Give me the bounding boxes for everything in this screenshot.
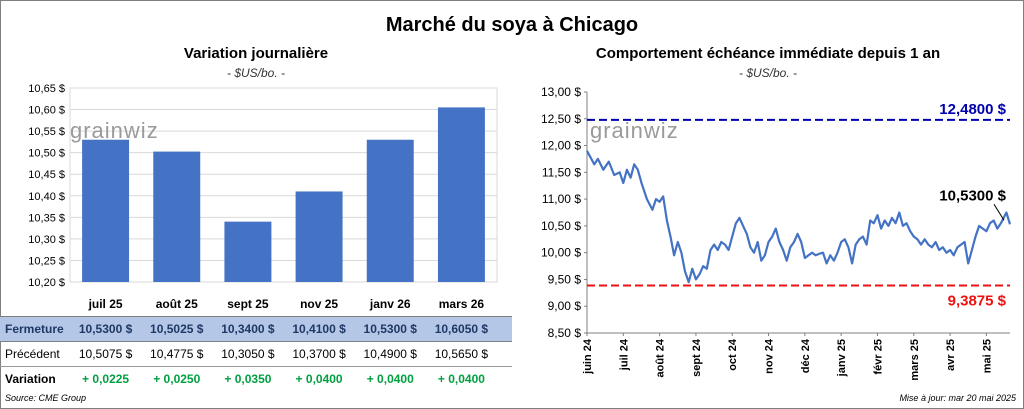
y-tick-label: 10,30 $ [28, 234, 65, 246]
line-chart: 8,50 $ 9,00 $ 9,50 $ 10,00 $ 10,50 $ 11,00 $ 1… [541, 85, 1012, 380]
low-value-label: 9,3875 $ [948, 292, 1007, 309]
table-row-precedent: Précédent 10,5075 $ 10,4775 $ 10,3050 $ 10,… [0, 342, 512, 367]
table-cell-fermeture: 10,6050 $ [434, 322, 489, 336]
y-tick-label: 10,20 $ [28, 277, 65, 289]
y-tick-label: 12,00 $ [541, 139, 581, 153]
x-tick-label: juil 25 [88, 297, 123, 311]
x-tick-label: juin 24 [582, 338, 594, 375]
y-tick-label: 12,50 $ [541, 112, 581, 126]
table-cell-precedent: 10,4900 $ [363, 347, 417, 361]
table-cell-fermeture: 10,5025 $ [150, 322, 204, 336]
x-tick-label: août 24 [655, 338, 667, 377]
x-tick-label: juil 24 [618, 338, 630, 371]
y-tick-label: 13,00 $ [541, 85, 581, 99]
y-tick-label: 10,40 $ [28, 191, 65, 203]
row-label-variation: Variation [5, 372, 56, 386]
x-tick-label: août 25 [156, 297, 198, 311]
table-cell-variation: + 0,0400 [295, 372, 343, 386]
last-value-leader [993, 204, 1005, 221]
y-tick-label: 10,45 $ [28, 169, 65, 181]
y-tick-label: 9,50 $ [548, 272, 582, 286]
table-cell-precedent: 10,5650 $ [434, 347, 489, 361]
y-tick-label: 9,00 $ [548, 299, 582, 313]
table-cell-fermeture: 10,5300 $ [363, 322, 417, 336]
table-cell-fermeture: 10,5300 $ [78, 322, 133, 336]
table-cell-precedent: 10,5075 $ [78, 347, 133, 361]
right-chart-unit: - $US/bo. - [738, 66, 798, 80]
x-tick-label: sept 24 [691, 338, 703, 377]
x-tick-label: janv 25 [836, 339, 848, 377]
watermark-logo-right: grainwiz [590, 118, 679, 143]
x-tick-label: janv 26 [369, 297, 411, 311]
page-title: Marché du soya à Chicago [385, 14, 639, 36]
row-label-precedent: Précédent [5, 347, 60, 361]
last-value-label: 10,5300 $ [939, 187, 1006, 204]
y-tick-label: 10,50 $ [541, 219, 581, 233]
x-tick-label: oct 24 [727, 338, 739, 371]
x-tick-label: mars 26 [439, 297, 485, 311]
x-tick-label: mars 25 [909, 339, 921, 380]
y-tick-label: 11,00 $ [542, 192, 581, 206]
bar [366, 139, 414, 282]
table-cell-variation: + 0,0225 [82, 372, 130, 386]
table-cell-fermeture: 10,3400 $ [221, 322, 275, 336]
high-value-label: 12,4800 $ [939, 101, 1006, 118]
table-row-fermeture: Fermeture 10,5300 $ 10,5025 $ 10,3400 $ 10,… [0, 316, 512, 342]
x-tick-label: févr 25 [872, 339, 884, 374]
table-cell-precedent: 10,3050 $ [221, 347, 275, 361]
x-tick-label: nov 25 [300, 297, 338, 311]
x-tick-label: sept 25 [227, 297, 269, 311]
table-cell-precedent: 10,4775 $ [150, 347, 204, 361]
y-tick-label: 10,00 $ [541, 246, 581, 260]
price-line [586, 150, 1012, 284]
y-tick-label: 10,55 $ [28, 126, 65, 138]
bar [437, 107, 485, 283]
table-cell-variation: + 0,0350 [224, 372, 272, 386]
watermark-logo-left: grainwiz [70, 118, 159, 143]
y-tick-label: 10,60 $ [28, 105, 65, 117]
update-note: Mise à jour: mar 20 mai 2025 [899, 393, 1016, 403]
y-tick-label: 10,25 $ [28, 255, 65, 267]
table-cell-precedent: 10,3700 $ [292, 347, 346, 361]
left-chart-unit: - $US/bo. - [226, 66, 286, 80]
row-label-fermeture: Fermeture [5, 322, 64, 336]
x-tick-label: avr 25 [945, 339, 957, 371]
y-tick-label: 10,35 $ [28, 212, 65, 224]
left-chart-title: Variation journalière [183, 45, 329, 62]
table-cell-variation: + 0,0250 [153, 372, 201, 386]
bar [153, 151, 201, 282]
y-tick-label: 8,50 $ [548, 326, 582, 340]
table-cell-variation: + 0,0400 [366, 372, 414, 386]
right-chart-title: Comportement échéance immédiate depuis 1… [595, 45, 941, 62]
x-tick-label: mai 25 [981, 339, 993, 373]
x-tick-label: déc 24 [800, 338, 812, 373]
y-tick-label: 10,50 $ [28, 148, 65, 160]
bar-chart: 10,20 $ 10,25 $ 10,30 $ 10,35 $ 10,40 $ 10,45… [28, 83, 498, 311]
table-cell-variation: + 0,0400 [437, 372, 485, 386]
y-tick-label: 11,50 $ [542, 165, 581, 179]
x-tick-label: nov 24 [764, 338, 776, 374]
source-note: Source: CME Group [5, 393, 87, 403]
y-tick-label: 10,65 $ [28, 83, 65, 95]
bar [224, 221, 272, 282]
table-cell-fermeture: 10,4100 $ [292, 322, 346, 336]
bar [295, 191, 343, 282]
table-row-variation: Variation + 0,0225 + 0,0250 + 0,0350 + 0,04… [0, 367, 512, 391]
bar [82, 139, 130, 282]
